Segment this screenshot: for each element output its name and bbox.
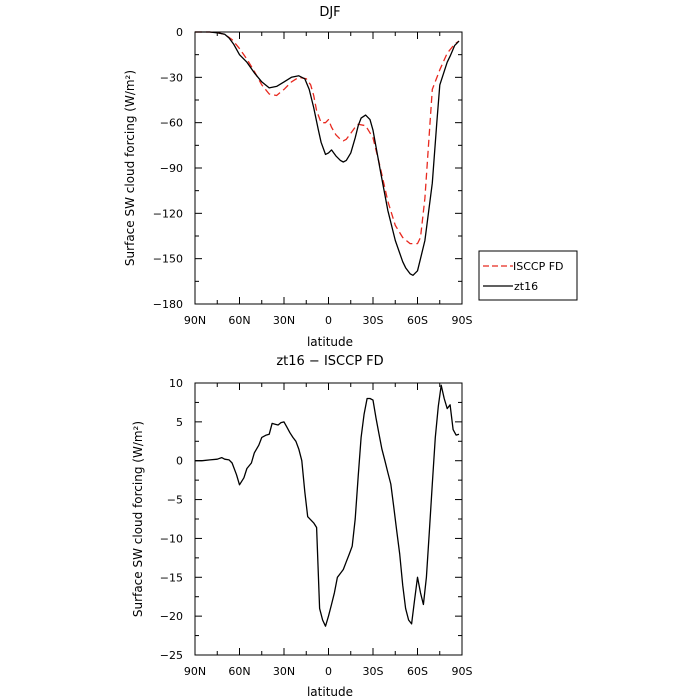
y-tick-label: −60	[160, 117, 183, 130]
y-axis: −180 −150 −120 −90 −60 −30 0	[153, 26, 462, 311]
x-tick-label: 60N	[228, 314, 250, 327]
x-tick-label: 90N	[184, 665, 206, 678]
plot-frame	[194, 31, 463, 305]
legend: ISCCP FD zt16	[478, 250, 578, 301]
x-axis: 90N 60N 30N 0 30S 60S 90S	[184, 32, 473, 327]
y-tick-label: −5	[167, 494, 183, 507]
x-tick-label: 30S	[363, 314, 384, 327]
x-tick-label: 90S	[452, 665, 473, 678]
x-axis-label: latitude	[307, 685, 353, 699]
x-tick-label: 60S	[407, 665, 428, 678]
x-tick-label: 30N	[273, 314, 295, 327]
legend-box	[478, 250, 578, 301]
y-tick-label: 0	[176, 455, 183, 468]
y-tick-label: −150	[153, 253, 183, 266]
series-line-zt16	[195, 31, 460, 276]
x-tick-label: 90N	[184, 314, 206, 327]
y-tick-label: 0	[176, 26, 183, 39]
y-tick-label: −90	[160, 162, 183, 175]
series-line-difference	[195, 384, 460, 627]
chart-title: DJF	[319, 5, 340, 20]
series-line-isccp-fd	[195, 31, 460, 245]
chart-title: zt16 − ISCCP FD	[276, 354, 383, 369]
y-axis: −25 −20 −15 −10 −5 0 5 10	[160, 377, 462, 662]
x-tick-label: 0	[325, 314, 332, 327]
x-tick-label: 0	[325, 665, 332, 678]
x-axis: 90N 60N 30N 0 30S 60S 90S	[184, 383, 473, 678]
y-tick-label: 10	[169, 377, 183, 390]
y-tick-label: −25	[160, 649, 183, 662]
series-layer	[195, 31, 460, 276]
x-tick-label: 60N	[228, 665, 250, 678]
y-tick-label: −120	[153, 207, 183, 220]
x-tick-label: 60S	[407, 314, 428, 327]
y-axis-label: Surface SW cloud forcing (W/m²)	[131, 421, 145, 617]
y-axis-label: Surface SW cloud forcing (W/m²)	[123, 70, 137, 266]
y-tick-label: −15	[160, 571, 183, 584]
y-tick-label: −20	[160, 610, 183, 623]
y-tick-label: −180	[153, 298, 183, 311]
y-tick-label: −10	[160, 532, 183, 545]
x-tick-label: 30N	[273, 665, 295, 678]
series-layer	[195, 384, 460, 627]
legend-label-zt16: zt16	[514, 280, 538, 293]
x-axis-label: latitude	[307, 335, 353, 349]
x-tick-label: 30S	[363, 665, 384, 678]
x-tick-label: 90S	[452, 314, 473, 327]
chart-djf: DJF Surface SW cloud forcing (W/m²) lati…	[123, 5, 578, 349]
chart-difference: zt16 − ISCCP FD Surface SW cloud forcing…	[131, 354, 473, 699]
legend-label-isccp-fd: ISCCP FD	[513, 260, 564, 273]
y-tick-label: 5	[176, 416, 183, 429]
y-tick-label: −30	[160, 71, 183, 84]
